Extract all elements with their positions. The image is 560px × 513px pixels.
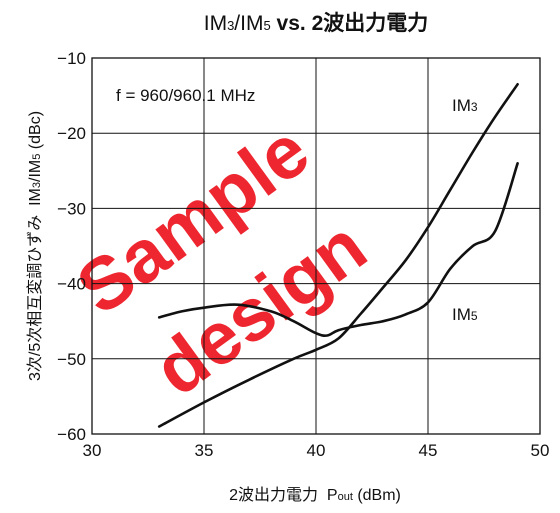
y-tick-label--30: −30 [57,199,86,218]
x-tick-label-30: 30 [83,441,102,460]
y-axis-label: 3次/5次相互変調ひずみ IM3/IM5 (dBc) [26,111,44,381]
watermark: Sample design [62,108,381,411]
series-label-im3: IM3 [452,96,478,115]
y-tick-label--10: −10 [57,49,86,68]
y-tick-labels: −10 −20 −30 −40 −50 −60 [57,49,86,444]
y-tick-label--20: −20 [57,124,86,143]
x-axis-label: 2波出力電力 Pout (dBm) [229,486,401,504]
plot-border [91,57,541,435]
grid [92,58,540,434]
frequency-annotation: f = 960/960.1 MHz [116,86,255,105]
x-tick-label-40: 40 [307,441,326,460]
y-tick-label--60: −60 [57,425,86,444]
series-lines [157,83,519,428]
x-tick-label-50: 50 [531,441,550,460]
series-line-im3 [157,83,519,428]
chart-title: IM3/IM5 vs. 2波出力電力 [204,11,429,35]
series-line-im5 [157,162,519,337]
x-tick-label-35: 35 [195,441,214,460]
y-tick-label--40: −40 [57,275,86,294]
y-tick-label--50: −50 [57,350,86,369]
series-label-im5: IM5 [452,305,478,324]
x-tick-label-45: 45 [419,441,438,460]
x-tick-labels: 30 35 40 45 50 [83,441,550,460]
plot-frame [91,57,541,435]
